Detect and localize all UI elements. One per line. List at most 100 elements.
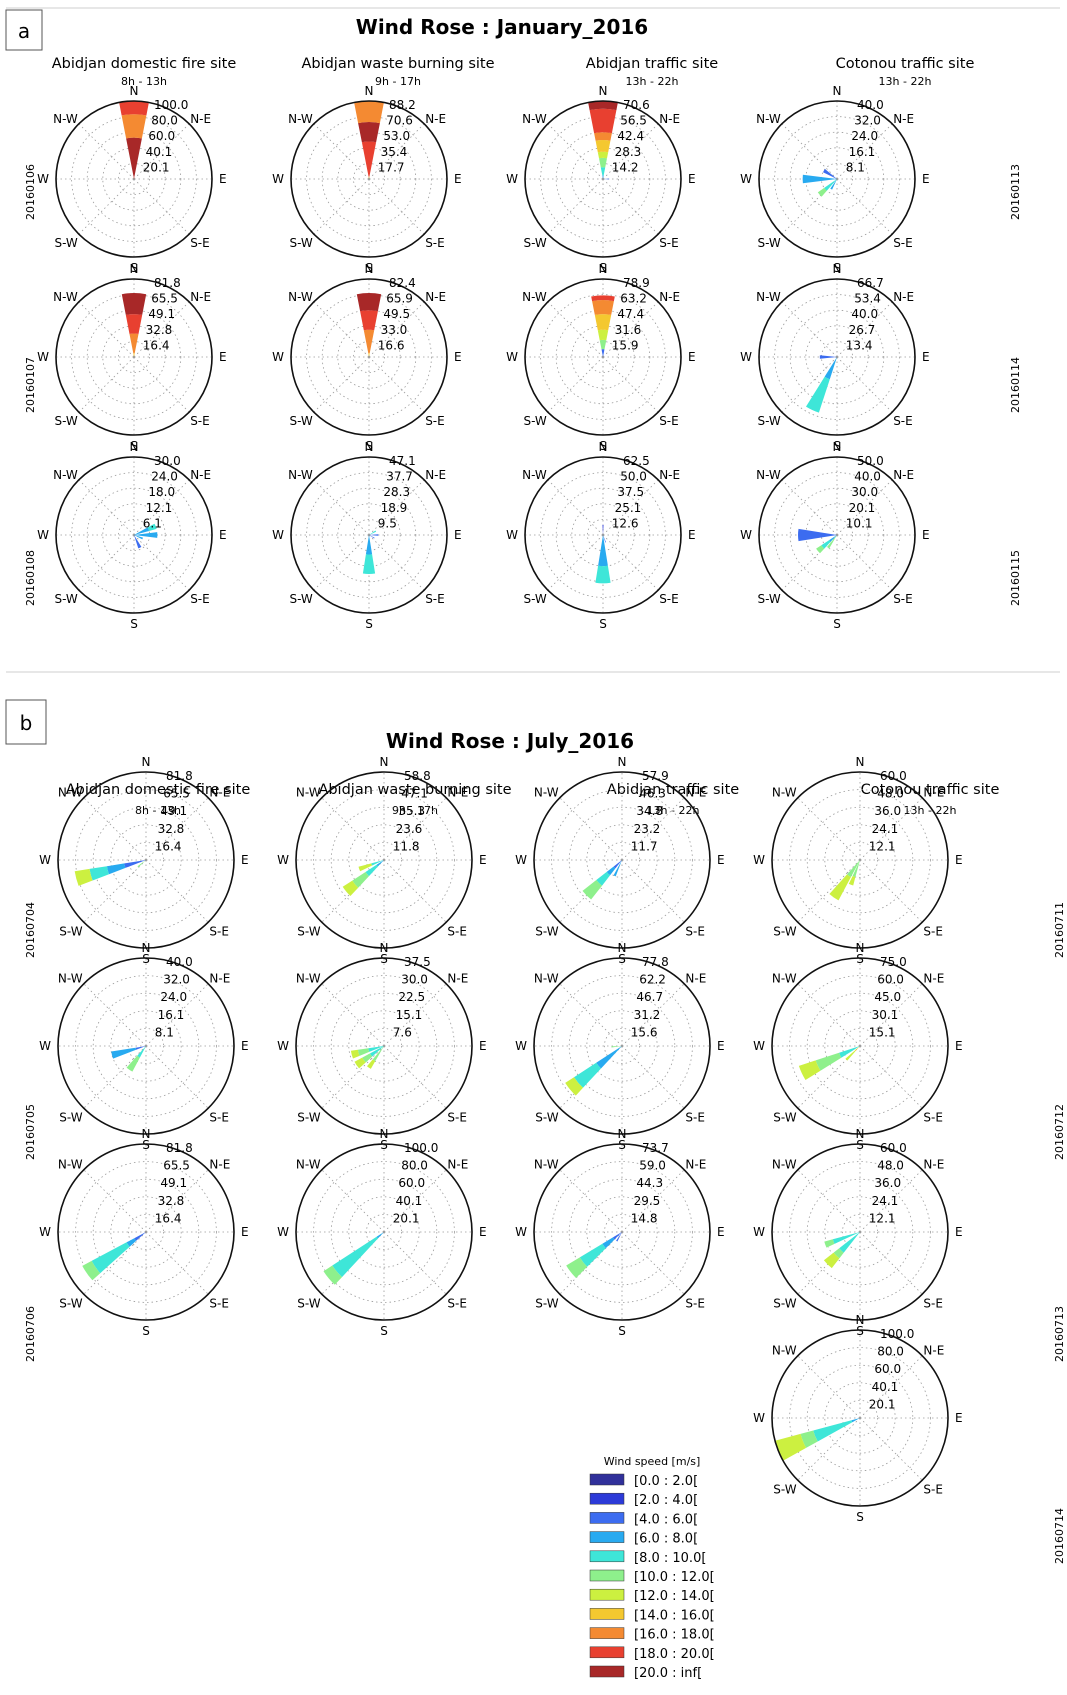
petal-segment	[613, 860, 622, 869]
compass-label: N	[856, 941, 865, 955]
petal-segment	[816, 545, 825, 554]
panel-a-site-1: Abidjan waste burning site	[301, 56, 494, 72]
grid-spoke	[145, 983, 209, 1047]
petal-segment	[124, 860, 146, 868]
compass-label: S	[599, 439, 607, 453]
ring-label: 73.7	[642, 1141, 669, 1155]
ring-label: 53.4	[854, 292, 881, 306]
outer-ring	[290, 278, 448, 436]
grid-spoke	[859, 1417, 923, 1481]
petal-segment	[368, 1046, 384, 1052]
compass-label: S-W	[59, 1296, 82, 1310]
grid-ring	[806, 992, 914, 1100]
petal-segment	[363, 329, 375, 354]
grid-spoke	[559, 983, 623, 1047]
petal-segment	[824, 357, 837, 380]
petal-segment	[370, 1046, 384, 1057]
ring-label: 32.0	[163, 973, 190, 987]
grid-ring	[789, 131, 885, 227]
compass-label: S	[365, 617, 373, 631]
grid-ring	[92, 1178, 200, 1286]
panel-b-date-right-2: 20160713	[1053, 1306, 1066, 1362]
compass-label: N	[365, 440, 374, 454]
ring-label: 32.0	[854, 114, 881, 128]
panel-b-date-left-0: 20160704	[24, 902, 37, 958]
compass-label: E	[955, 1225, 963, 1239]
petal-segment	[134, 1232, 146, 1241]
compass-label: N-E	[447, 972, 468, 986]
outer-ring	[771, 1143, 949, 1321]
grid-spoke	[383, 1045, 447, 1109]
compass-label: S-W	[289, 414, 312, 428]
compass-label: S-E	[685, 1110, 705, 1124]
compass-label: S-W	[297, 924, 320, 938]
compass-label: S-E	[209, 1296, 229, 1310]
ring-label: 60.0	[877, 973, 904, 987]
wind-rose-b-0-3: 60.048.036.024.112.1NN-EES-ESS-WWN-W	[753, 755, 962, 966]
grid-ring	[348, 824, 420, 896]
grid-spoke	[321, 1045, 385, 1109]
outer-ring	[55, 278, 213, 436]
petal-segment	[360, 310, 378, 331]
grid-ring	[789, 309, 885, 405]
petal-segment	[832, 1232, 860, 1244]
grid-ring	[824, 1010, 896, 1082]
petal-segment	[800, 1430, 818, 1448]
legend-label: [12.0 : 14.0[	[634, 1589, 715, 1604]
grid-ring	[102, 325, 166, 389]
wind-rose-a-1-2: 78.9 63.247.4 31.615.9 N N-E E S-E S S-W W N-W	[506, 262, 695, 453]
panel-b-letter: b	[20, 711, 33, 735]
compass-label: N-W	[58, 1158, 83, 1172]
petal-segment	[119, 100, 149, 116]
ring-label: 24.1	[872, 822, 899, 836]
ring-label: 57.9	[642, 769, 669, 783]
compass-label: E	[922, 172, 930, 186]
compass-label: W	[37, 172, 49, 186]
ring-label: 12.1	[869, 839, 896, 853]
compass-label: N-W	[53, 112, 78, 126]
ring-label: 16.4	[155, 1211, 182, 1225]
wind-rose-b-0-2: 57.946.334.823.211.7NN-EES-ESS-WWN-W	[515, 755, 724, 966]
petal-segment	[369, 535, 375, 539]
wind-rose-b-2-2: 73.7 59.0 44.3 29.5 14.8 N N-E E S-E S S-W W N-W	[515, 1127, 724, 1338]
grid-spoke	[321, 983, 385, 1047]
petal-segment	[91, 1242, 130, 1274]
legend-label: [8.0 : 10.0[	[634, 1551, 706, 1566]
compass-label: N	[833, 84, 842, 98]
wind-rose-b-0-1: 58.847.135.323.611.8NN-EES-ESS-WWN-W	[277, 755, 486, 966]
compass-label: N-W	[534, 972, 559, 986]
petal-segment	[798, 1060, 821, 1080]
compass-label: S-W	[535, 1110, 558, 1124]
grid-ring	[75, 1161, 217, 1303]
compass-label: N-E	[893, 468, 914, 482]
ring-label: 60.0	[880, 1141, 907, 1155]
petal-segment	[839, 1046, 860, 1058]
grid-spoke	[621, 1231, 685, 1295]
compass-label: W	[506, 350, 518, 364]
compass-label: S	[599, 261, 607, 275]
compass-label: N-W	[288, 112, 313, 126]
compass-label: S-W	[757, 236, 780, 250]
outer-ring	[524, 278, 682, 436]
grid-spoke	[78, 356, 135, 413]
panel-b-site-1: Abidjan waste burning site	[318, 782, 511, 798]
petal-segment	[376, 860, 384, 867]
petal-segment	[121, 114, 147, 139]
outer-ring	[55, 456, 213, 614]
grid-spoke	[602, 534, 659, 591]
grid-ring	[540, 294, 666, 420]
grid-spoke	[83, 1231, 147, 1295]
petal-segment	[367, 1059, 376, 1069]
ring-label: 32.8	[146, 323, 173, 337]
petal-segment	[597, 329, 609, 341]
outer-ring	[758, 100, 916, 258]
ring-label: 36.0	[874, 1176, 901, 1190]
panel-a-letter-box	[5, 9, 43, 51]
petal-segment	[595, 139, 611, 153]
ring-label: 24.1	[872, 1194, 899, 1208]
grid-ring	[586, 1010, 658, 1082]
compass-label: W	[740, 350, 752, 364]
petal-segment	[806, 376, 830, 413]
ring-label: 88.2	[389, 98, 416, 112]
compass-label: N-E	[447, 786, 468, 800]
